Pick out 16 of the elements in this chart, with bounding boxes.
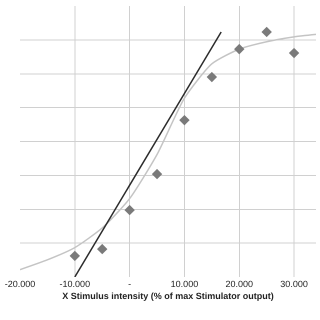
- point: [179, 114, 190, 126]
- point: [206, 72, 218, 82]
- point: [261, 26, 272, 38]
- x-tick-label: 20.000: [225, 279, 254, 289]
- point: [234, 44, 244, 54]
- point: [124, 204, 135, 216]
- x-tick-label: -20.000: [4, 279, 36, 289]
- x-tick-label: -: [128, 279, 132, 289]
- point: [70, 250, 80, 262]
- x-tick-label: 30.000: [280, 279, 308, 289]
- x-tick-label: -10.000: [60, 279, 90, 289]
- point: [97, 244, 108, 254]
- point: [288, 48, 300, 58]
- x-axis-title: X Stimulus intensity (% of max Stimulator output): [62, 290, 274, 301]
- x-tick-label: 10.000: [170, 279, 198, 289]
- point: [152, 168, 162, 180]
